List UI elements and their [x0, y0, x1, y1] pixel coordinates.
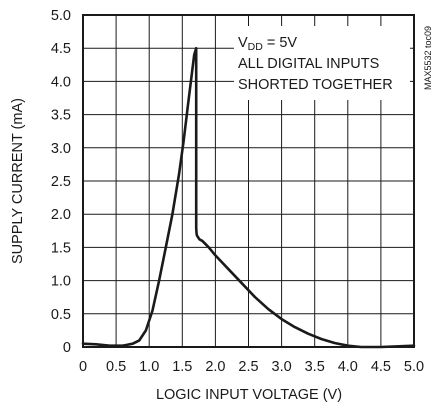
x-tick-label: 2.0	[205, 359, 225, 375]
y-tick-label: 1.0	[51, 274, 71, 290]
y-tick-label: 2.0	[51, 207, 71, 223]
y-tick-label: 5.0	[51, 8, 71, 24]
x-tick-label: 1.0	[139, 359, 159, 375]
annotation-line-3: SHORTED TOGETHER	[238, 77, 393, 93]
annotation-background	[234, 26, 410, 100]
x-tick-label: 5.0	[404, 359, 424, 375]
vdd-annotation: VDD = 5V	[238, 35, 297, 53]
x-axis-title: LOGIC INPUT VOLTAGE (V)	[156, 387, 342, 403]
y-axis-title: SUPPLY CURRENT (mA)	[10, 98, 26, 264]
y-tick-label: 1.5	[51, 240, 71, 256]
x-tick-label: 2.5	[238, 359, 258, 375]
y-tick-label: 4.5	[51, 41, 71, 57]
y-tick-label: 3.0	[51, 141, 71, 157]
y-tick-label: 3.5	[51, 108, 71, 124]
supply-current-curve	[81, 46, 416, 349]
y-tick-label: 0.5	[51, 307, 71, 323]
x-tick-label: 3.0	[272, 359, 292, 375]
x-tick-label: 4.0	[338, 359, 358, 375]
plot-frame	[82, 14, 415, 348]
annotation-line-2: ALL DIGITAL INPUTS	[238, 56, 379, 72]
x-tick-label: 0	[79, 359, 87, 375]
tick-labels: 0 0.5 1.0 1.5 2.0 2.5 3.0 3.5 4.0 4.5 5.0 0 0.5 1.0 1.…	[51, 8, 424, 375]
x-tick-label: 1.5	[172, 359, 192, 375]
x-tick-label: 4.5	[371, 359, 391, 375]
x-tick-label: 0.5	[106, 359, 126, 375]
y-tick-label: 0	[63, 340, 71, 356]
y-tick-label: 2.5	[51, 174, 71, 190]
figure-code: MAX5532 toc09	[423, 26, 433, 90]
x-tick-label: 3.5	[305, 359, 325, 375]
y-tick-label: 4.0	[51, 74, 71, 90]
